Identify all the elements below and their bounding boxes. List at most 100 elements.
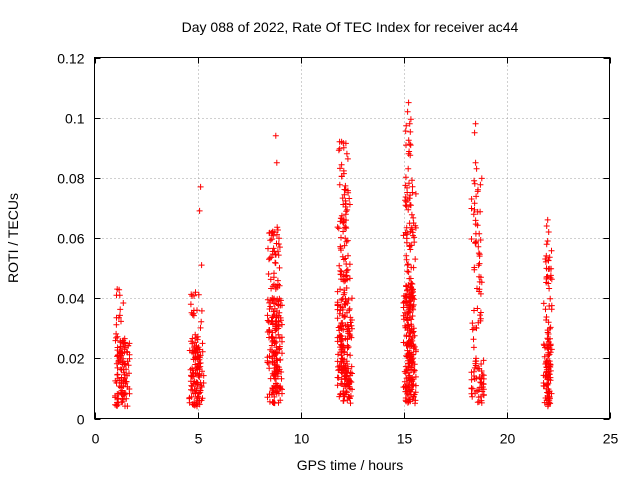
data-point (339, 219, 346, 226)
data-point (344, 237, 351, 244)
data-point (544, 238, 551, 244)
data-point (342, 211, 349, 218)
data-point (271, 229, 278, 235)
data-point (190, 307, 197, 314)
data-point (345, 252, 351, 259)
data-point (190, 380, 197, 387)
data-point (339, 335, 346, 342)
data-point (478, 399, 485, 406)
data-point (193, 342, 200, 349)
data-point (545, 351, 551, 358)
data-point (408, 364, 414, 371)
data-point (470, 344, 477, 351)
data-point (345, 383, 352, 390)
data-point (191, 399, 198, 406)
data-point (477, 317, 484, 324)
data-point (335, 351, 341, 358)
data-point (410, 264, 417, 271)
data-point (407, 375, 414, 382)
data-point (402, 370, 409, 377)
x-tick-label: 10 (294, 431, 310, 447)
data-point (411, 366, 418, 373)
data-point (411, 239, 418, 246)
data-point (114, 333, 121, 340)
x-tick-label: 5 (195, 431, 203, 447)
data-point (114, 286, 121, 293)
data-point (412, 373, 419, 380)
data-point (540, 300, 547, 307)
data-point (347, 332, 354, 339)
data-point (402, 202, 409, 209)
data-point (335, 147, 342, 154)
data-point (545, 366, 552, 372)
data-point (274, 277, 281, 284)
data-point (276, 264, 283, 271)
data-point (475, 250, 482, 257)
data-point (400, 299, 407, 306)
data-point (338, 352, 345, 359)
data-points (112, 99, 555, 410)
data-point (547, 295, 554, 302)
data-point (112, 337, 119, 344)
data-point (199, 340, 206, 347)
data-point (190, 310, 197, 317)
data-point (347, 377, 354, 384)
data-point (193, 387, 200, 394)
data-point (338, 173, 345, 180)
data-point (407, 387, 414, 394)
data-point (191, 292, 197, 299)
data-point (472, 159, 479, 166)
data-point (195, 393, 202, 400)
data-point (334, 338, 341, 345)
data-point (273, 240, 280, 247)
data-point (344, 369, 351, 376)
data-point (275, 399, 282, 406)
data-point (200, 372, 207, 379)
data-point (404, 347, 411, 354)
data-point (412, 190, 419, 197)
data-point (406, 141, 413, 148)
data-point (402, 182, 409, 189)
data-point (342, 197, 349, 204)
data-point (476, 251, 483, 258)
data-point (404, 287, 410, 294)
data-point (541, 353, 548, 360)
data-point (341, 289, 348, 296)
data-point (409, 313, 416, 319)
data-point (470, 336, 477, 343)
data-point (270, 337, 277, 344)
data-point (198, 307, 205, 314)
data-point (544, 335, 551, 342)
data-point (270, 321, 276, 328)
data-point (339, 295, 346, 302)
data-point (408, 289, 415, 295)
data-point (412, 256, 419, 263)
data-point (338, 234, 344, 241)
data-point (126, 351, 133, 358)
data-point (468, 236, 475, 242)
data-point (275, 346, 282, 353)
data-point (113, 330, 120, 337)
data-point (405, 261, 412, 268)
data-point (189, 349, 196, 356)
data-point (479, 371, 486, 378)
data-point (546, 371, 553, 378)
data-point (335, 324, 342, 331)
data-point (125, 342, 132, 349)
data-point (406, 396, 412, 403)
data-point (198, 262, 205, 269)
data-point (342, 187, 349, 193)
data-point (121, 361, 128, 368)
data-point (412, 397, 419, 404)
data-point (543, 241, 550, 248)
data-point (338, 161, 345, 168)
data-point (468, 205, 475, 212)
data-point (405, 165, 412, 172)
data-point (402, 174, 409, 181)
data-point (545, 319, 552, 326)
data-point (339, 312, 346, 319)
y-tick-label: 0.12 (57, 51, 84, 67)
data-point (114, 353, 121, 360)
data-point (278, 375, 285, 382)
data-point (546, 363, 553, 370)
